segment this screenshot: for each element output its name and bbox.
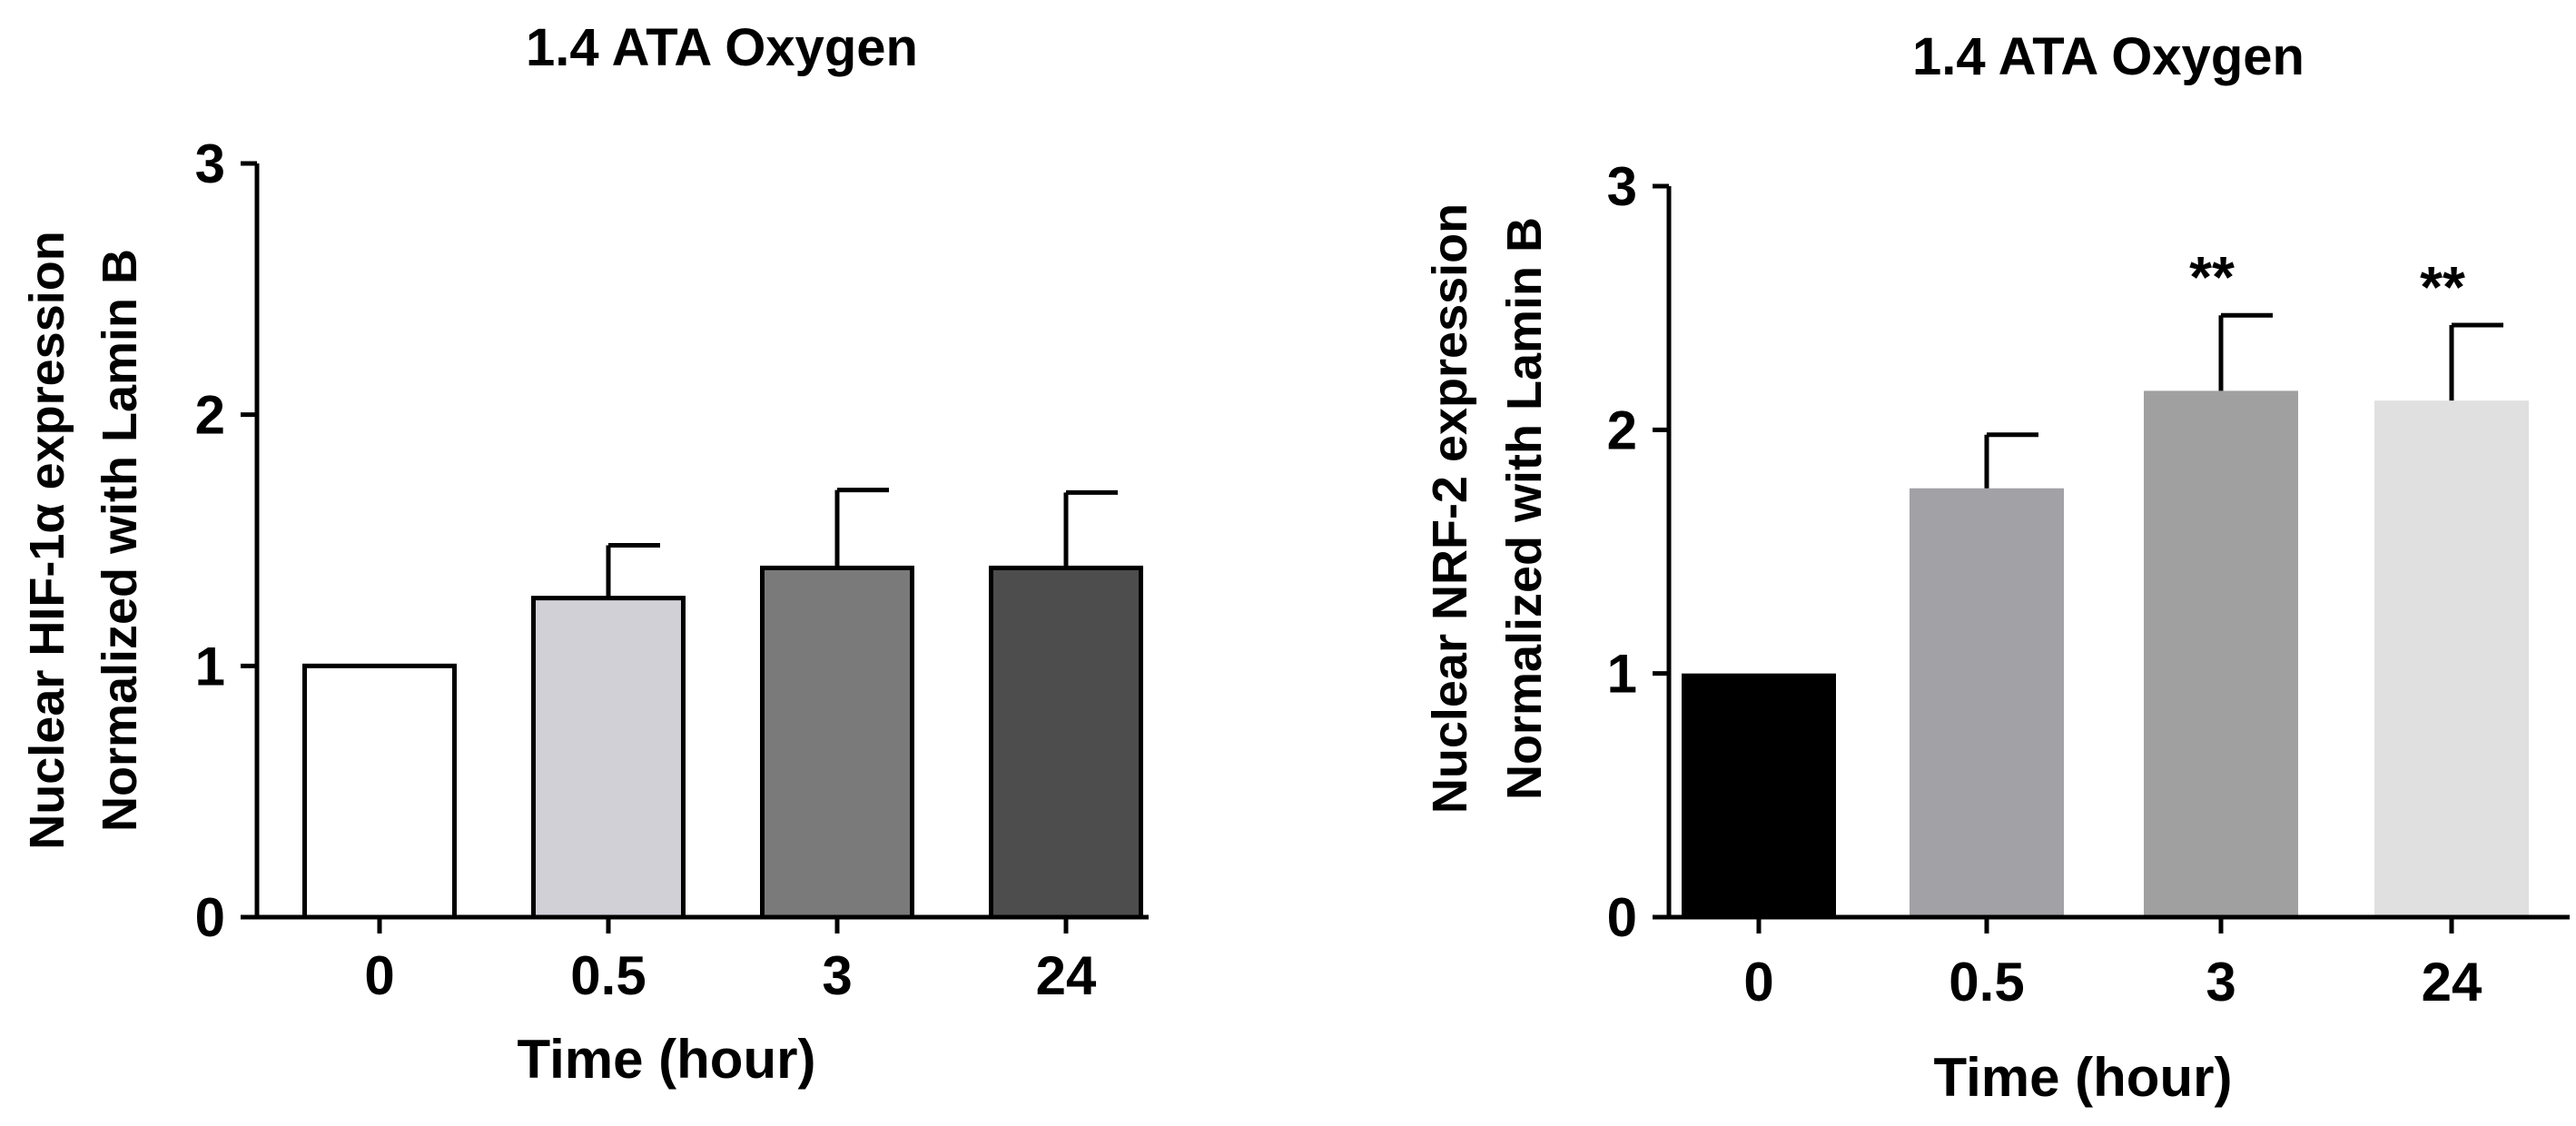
chart-hif1a: 1.4 ATA Oxygen 0 1 2 3 0 0.5 3 24 Time (hour) Nucl…	[20, 18, 1149, 1090]
y-tick-label: 3	[1607, 156, 1637, 217]
x-axis-label: Time (hour)	[518, 1029, 816, 1090]
y-axis-label-line: Nuclear HIF-1α expression	[20, 231, 74, 849]
chart-title: 1.4 ATA Oxygen	[1912, 27, 2305, 86]
y-axis-label-line: Nuclear NRF-2 expression	[1423, 203, 1477, 814]
y-tick-label: 0	[195, 887, 225, 948]
y-tick-label: 2	[195, 385, 225, 446]
x-tick-label: 0.5	[1949, 952, 2024, 1012]
y-tick-label: 1	[195, 636, 225, 696]
significance-marker: **	[2420, 254, 2465, 320]
y-tick-label: 0	[1607, 887, 1637, 948]
y-axis-label-line: Normalized with Lamin B	[93, 249, 147, 832]
bar-3	[760, 565, 914, 920]
chart-title: 1.4 ATA Oxygen	[526, 18, 918, 77]
y-axis-label-line: Normalized with Lamin B	[1497, 217, 1552, 800]
bar-0.5	[531, 596, 686, 920]
bar-0	[1682, 673, 1836, 917]
x-axis-label: Time (hour)	[1934, 1047, 2233, 1108]
bar-24	[2374, 400, 2529, 918]
bar-0.5	[1910, 488, 2064, 917]
x-tick-label: 3	[2206, 952, 2235, 1012]
x-tick-label: 24	[1036, 945, 1097, 1006]
y-tick-label: 3	[195, 133, 225, 194]
x-tick-label: 3	[822, 945, 852, 1006]
chart-nrf2: 1.4 ATA Oxygen ** ** 0 1 2 3 0 0.5 3 24 Time (hour)…	[1423, 27, 2570, 1108]
bar-24	[989, 565, 1143, 920]
bar-0	[302, 663, 457, 920]
bar-3	[2144, 390, 2298, 917]
x-tick-label: 0	[1743, 952, 1773, 1012]
x-tick-label: 0.5	[570, 945, 646, 1006]
y-tick-label: 2	[1607, 400, 1637, 460]
x-tick-label: 0	[364, 945, 394, 1006]
significance-marker: **	[2189, 244, 2235, 310]
y-tick-label: 1	[1607, 644, 1637, 705]
x-tick-label: 24	[2422, 952, 2482, 1012]
